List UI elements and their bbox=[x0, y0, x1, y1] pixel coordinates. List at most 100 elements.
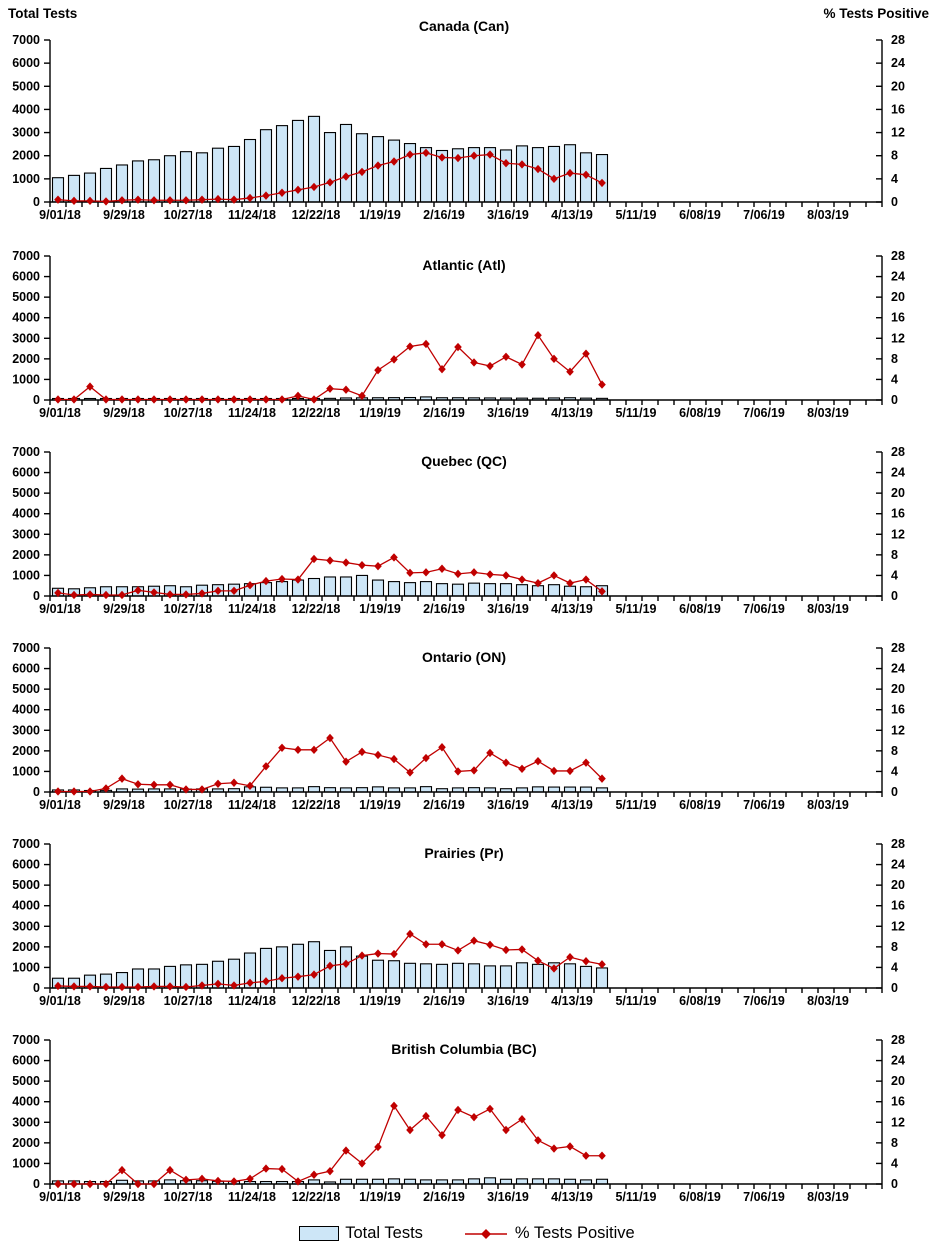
left-tick-label: 6000 bbox=[12, 270, 40, 284]
diamond-marker bbox=[150, 982, 158, 991]
bar bbox=[531, 147, 545, 203]
diamond-marker bbox=[422, 940, 430, 949]
diamond-marker bbox=[534, 578, 542, 588]
x-tick-label: 9/01/18 bbox=[39, 1190, 81, 1204]
right-tick-label: 0 bbox=[891, 589, 898, 603]
right-tick-label: 12 bbox=[891, 919, 905, 933]
diamond-marker bbox=[134, 195, 142, 204]
diamond-marker bbox=[102, 982, 110, 992]
left-tick-label: 0 bbox=[33, 393, 40, 407]
bar bbox=[243, 138, 257, 203]
x-tick-label: 12/22/18 bbox=[292, 602, 341, 616]
bar bbox=[403, 582, 417, 597]
bar bbox=[355, 1178, 369, 1185]
right-tick-label: 12 bbox=[891, 126, 905, 140]
axis-labels: 0 1000 2000 3000 4000 5000 6000 7000 0 4 8 12 16 20 24… bbox=[12, 641, 905, 812]
bar bbox=[531, 963, 545, 989]
bar bbox=[211, 147, 225, 203]
x-tick-label: 9/01/18 bbox=[39, 994, 81, 1008]
chart-can: Canada (Can) 0 1000 2000 3000 4000 5000 6000 700… bbox=[12, 18, 905, 222]
bar bbox=[579, 786, 593, 793]
diamond-marker bbox=[470, 1112, 478, 1122]
diamond-marker bbox=[166, 780, 174, 789]
diamond-marker bbox=[198, 395, 206, 404]
bar bbox=[371, 959, 385, 989]
right-tick-label: 28 bbox=[891, 249, 905, 263]
diamond-marker bbox=[598, 960, 606, 969]
charts: Canada (Can) 0 1000 2000 3000 4000 5000 6000 700… bbox=[12, 18, 905, 1204]
x-tick-label: 5/11/19 bbox=[615, 406, 656, 420]
bar bbox=[579, 965, 593, 989]
left-tick-label: 7000 bbox=[12, 1033, 40, 1047]
x-tick-label: 9/29/18 bbox=[103, 406, 145, 420]
diamond-marker bbox=[454, 946, 462, 955]
diamond-marker bbox=[182, 196, 190, 205]
x-tick-label: 9/01/18 bbox=[39, 602, 81, 616]
diamond-marker bbox=[534, 956, 542, 965]
diamond-marker bbox=[214, 395, 222, 404]
axis-labels: 0 1000 2000 3000 4000 5000 6000 7000 0 4 8 12 16 20 24… bbox=[12, 837, 905, 1008]
diamond-marker bbox=[358, 1159, 366, 1168]
bar bbox=[355, 574, 369, 597]
right-tick-label: 20 bbox=[891, 1074, 905, 1088]
x-tick-label: 1/19/19 bbox=[359, 208, 401, 222]
left-tick-label: 4000 bbox=[12, 102, 40, 116]
x-tick-label: 1/19/19 bbox=[359, 602, 401, 616]
x-tick-label: 2/16/19 bbox=[423, 406, 465, 420]
diamond-marker bbox=[486, 361, 494, 371]
diamond-marker bbox=[326, 178, 334, 187]
diamond-marker bbox=[502, 1125, 510, 1135]
diamond-marker bbox=[134, 780, 142, 789]
diamond-marker bbox=[486, 570, 494, 579]
diamond-marker bbox=[550, 354, 558, 364]
diamond-marker bbox=[406, 342, 414, 351]
x-tick-label: 9/01/18 bbox=[39, 208, 81, 222]
chart-body-bc: British Columbia (BC) 0 1000 2000 3000 4000 50… bbox=[12, 1033, 905, 1204]
left-tick-label: 2000 bbox=[12, 744, 40, 758]
x-tick-label: 8/03/19 bbox=[807, 602, 849, 616]
diamond-marker bbox=[422, 753, 430, 763]
x-tick-label: 12/22/18 bbox=[292, 406, 341, 420]
x-tick-label: 2/16/19 bbox=[423, 994, 465, 1008]
diamond-marker bbox=[406, 929, 414, 939]
bar bbox=[435, 963, 449, 989]
bars-total-tests bbox=[51, 115, 609, 203]
diamond-marker bbox=[166, 1165, 174, 1175]
bar bbox=[371, 1178, 385, 1185]
diamond-marker bbox=[470, 151, 478, 160]
x-tick-label: 12/22/18 bbox=[292, 798, 341, 812]
left-tick-label: 2000 bbox=[12, 548, 40, 562]
right-tick-label: 24 bbox=[891, 1054, 905, 1068]
bar bbox=[515, 584, 529, 597]
bar bbox=[499, 965, 513, 989]
diamond-marker bbox=[598, 1151, 606, 1160]
chart-body-atl: Atlantic (Atl) 0 1000 2000 3000 4000 5000 6000 7… bbox=[12, 249, 905, 420]
x-tick-label: 1/19/19 bbox=[359, 406, 401, 420]
left-tick-label: 2000 bbox=[12, 940, 40, 954]
x-tick-label: 10/27/18 bbox=[164, 602, 213, 616]
diamond-marker bbox=[166, 395, 174, 404]
x-tick-label: 8/03/19 bbox=[807, 994, 849, 1008]
diamond-marker bbox=[342, 385, 350, 394]
diamond-marker bbox=[294, 745, 302, 755]
right-tick-label: 8 bbox=[891, 940, 898, 954]
diamond-marker bbox=[230, 1177, 238, 1186]
diamond-marker bbox=[150, 588, 158, 597]
pct-positive-markers bbox=[54, 148, 606, 206]
diamond-marker bbox=[502, 945, 510, 955]
diamond-marker bbox=[310, 1170, 318, 1179]
diamond-marker bbox=[566, 952, 574, 962]
diamond-marker bbox=[246, 395, 254, 404]
bar bbox=[579, 586, 593, 597]
diamond-marker bbox=[150, 196, 158, 205]
legend-total-tests-label: Total Tests bbox=[345, 1224, 423, 1242]
right-tick-label: 24 bbox=[891, 466, 905, 480]
diamond-marker bbox=[518, 945, 526, 954]
diamond-marker bbox=[214, 586, 222, 596]
x-tick-label: 5/11/19 bbox=[615, 1190, 656, 1204]
right-tick-label: 16 bbox=[891, 899, 905, 913]
x-tick-label: 9/01/18 bbox=[39, 406, 81, 420]
diamond-marker bbox=[374, 949, 382, 958]
diamond-marker bbox=[118, 590, 126, 600]
diamond-marker bbox=[278, 1164, 286, 1174]
